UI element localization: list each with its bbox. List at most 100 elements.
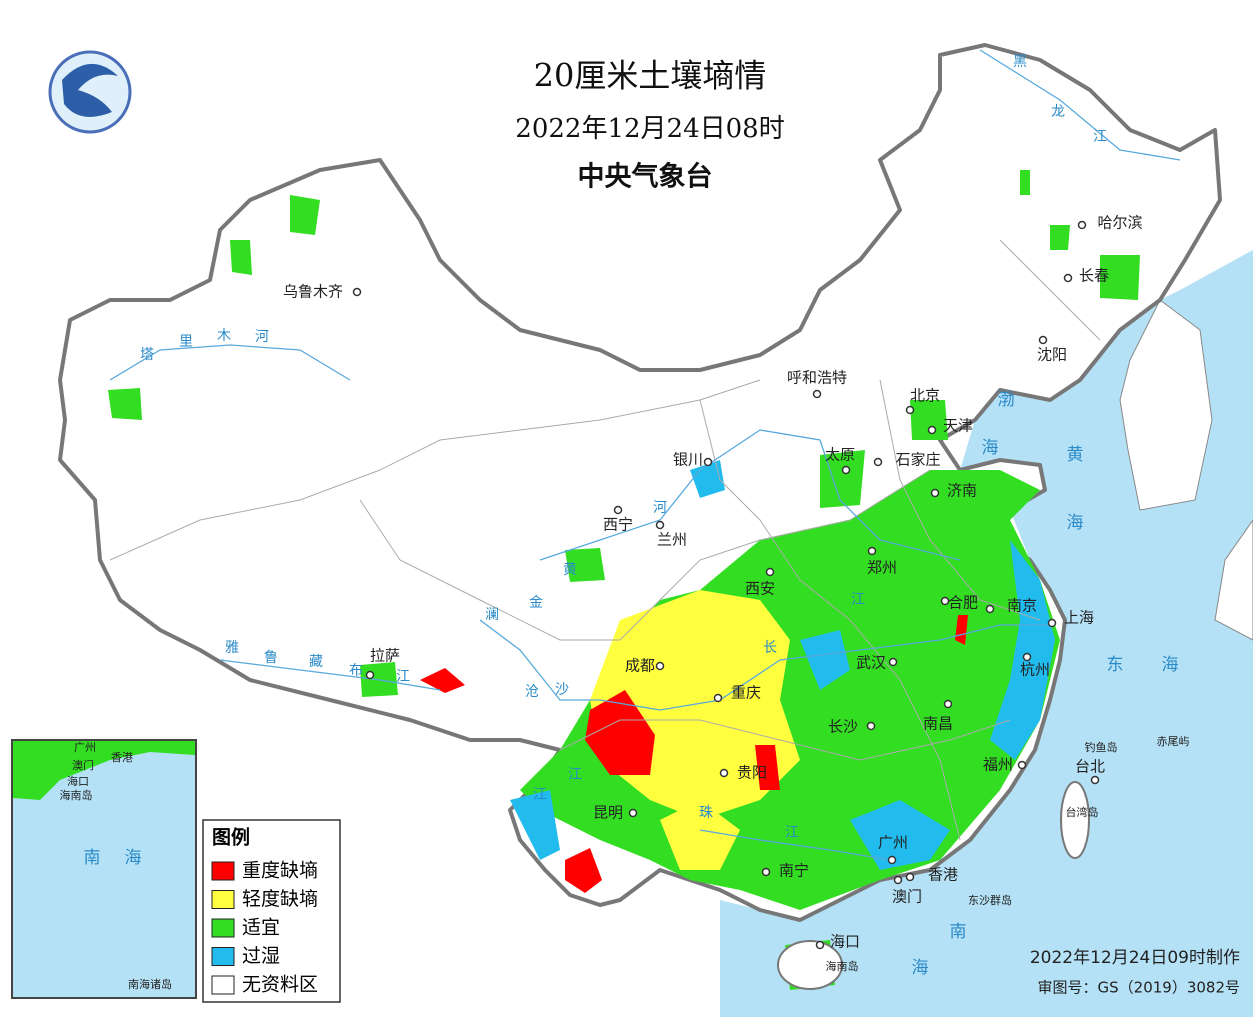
river-label: 长 bbox=[763, 640, 777, 656]
city-dot bbox=[873, 457, 883, 467]
moisture-area bbox=[565, 548, 605, 582]
moisture-area bbox=[1100, 255, 1140, 300]
place-label: 海南岛 bbox=[826, 959, 859, 973]
moisture-area bbox=[108, 388, 142, 420]
city-dot bbox=[888, 657, 898, 667]
city-label: 南京 bbox=[1007, 597, 1037, 615]
city-label: 贵阳 bbox=[737, 764, 767, 782]
city-label: 武汉 bbox=[856, 654, 886, 672]
city-dot bbox=[940, 596, 950, 606]
city-dot bbox=[628, 808, 638, 818]
river-label: 珠 bbox=[699, 805, 713, 821]
city-dot bbox=[655, 661, 665, 671]
city-label: 南昌 bbox=[923, 715, 953, 733]
moisture-area bbox=[1050, 225, 1070, 250]
legend-label: 无资料区 bbox=[242, 974, 318, 996]
city-label: 太原 bbox=[825, 446, 855, 464]
city-label: 呼和浩特 bbox=[787, 369, 847, 387]
city-label: 郑州 bbox=[867, 559, 897, 577]
river-label: 藏 bbox=[309, 654, 323, 670]
river-label: 金 bbox=[529, 595, 543, 611]
city-dot bbox=[719, 768, 729, 778]
moisture-area bbox=[565, 848, 602, 893]
city-dot bbox=[1047, 618, 1057, 628]
sea-label: 海 bbox=[1162, 655, 1179, 675]
river-label: 里 bbox=[179, 334, 193, 350]
legend-swatch bbox=[211, 918, 235, 938]
city-label: 银川 bbox=[673, 451, 703, 469]
city-dot bbox=[927, 425, 937, 435]
city-dot bbox=[905, 405, 915, 415]
river-label: 黑 bbox=[1013, 54, 1027, 70]
city-dot bbox=[841, 465, 851, 475]
city-label: 拉萨 bbox=[370, 647, 400, 665]
sea-label: 渤 bbox=[998, 390, 1015, 410]
inset-label: 海口 bbox=[67, 774, 89, 788]
river-label: 江 bbox=[533, 787, 547, 803]
inset-label: 海南岛 bbox=[60, 788, 93, 802]
city-label: 哈尔滨 bbox=[1097, 214, 1142, 232]
city-label: 西宁 bbox=[603, 516, 633, 534]
city-label: 北京 bbox=[910, 387, 940, 405]
sea-label: 黄 bbox=[1067, 445, 1084, 465]
moisture-area bbox=[690, 460, 725, 498]
moisture-area bbox=[850, 800, 950, 870]
place-label: 赤尾屿 bbox=[1157, 735, 1190, 748]
city-dot bbox=[985, 604, 995, 614]
moisture-area bbox=[910, 400, 948, 440]
moisture-area bbox=[230, 240, 252, 275]
city-label: 重庆 bbox=[731, 684, 761, 702]
inset-label: 南海诸岛 bbox=[128, 977, 172, 991]
city-dot bbox=[365, 670, 375, 680]
korea bbox=[1119, 299, 1213, 511]
city-label: 济南 bbox=[947, 482, 977, 500]
city-dot bbox=[655, 520, 665, 530]
province-borders bbox=[109, 239, 1101, 841]
moisture-area bbox=[660, 800, 740, 870]
city-label: 福州 bbox=[983, 756, 1013, 774]
river-label: 江 bbox=[1093, 129, 1107, 145]
river-label: 江 bbox=[785, 825, 799, 841]
moisture-area bbox=[420, 668, 465, 693]
city-label: 石家庄 bbox=[895, 451, 940, 469]
sea-label: 海 bbox=[1067, 513, 1084, 533]
city-dot bbox=[893, 875, 903, 885]
city-dot bbox=[867, 546, 877, 556]
city-label: 成都 bbox=[625, 657, 655, 675]
inset-label: 香港 bbox=[111, 751, 133, 764]
place-label: 钓鱼岛 bbox=[1085, 740, 1118, 754]
legend-title: 图例 bbox=[212, 826, 250, 849]
title: 20厘米土壤墒情 bbox=[534, 57, 767, 95]
city-label: 长沙 bbox=[828, 718, 858, 736]
river-label: 塔 bbox=[140, 347, 154, 363]
city-dot bbox=[930, 488, 940, 498]
river-label: 龙 bbox=[1051, 104, 1065, 120]
city-label: 兰州 bbox=[657, 531, 687, 549]
city-dot bbox=[943, 699, 953, 709]
issue-time: 2022年12月24日08时 bbox=[515, 114, 784, 144]
inset-label: 澳门 bbox=[72, 758, 94, 772]
river-label: 木 bbox=[217, 328, 231, 344]
place-label: 台湾岛 bbox=[1066, 805, 1099, 819]
river-label: 澜 bbox=[485, 607, 499, 623]
city-dot bbox=[905, 872, 915, 882]
river-label: 河 bbox=[653, 500, 667, 516]
legend-label: 适宜 bbox=[242, 917, 280, 939]
inset-label: 广州 bbox=[74, 741, 96, 754]
river-label: 沧 bbox=[525, 683, 539, 700]
river-label: 河 bbox=[255, 329, 269, 345]
city-label: 澳门 bbox=[892, 888, 922, 906]
river-label: 江 bbox=[851, 592, 865, 608]
legend-swatch bbox=[211, 861, 235, 881]
moisture-area bbox=[800, 630, 850, 690]
legend-swatch bbox=[211, 975, 235, 995]
moisture-areas bbox=[108, 170, 1140, 990]
city-dot bbox=[815, 940, 825, 950]
moisture-area bbox=[510, 790, 560, 860]
city-dot bbox=[713, 693, 723, 703]
city-dot bbox=[761, 867, 771, 877]
legend-swatch bbox=[211, 890, 235, 909]
